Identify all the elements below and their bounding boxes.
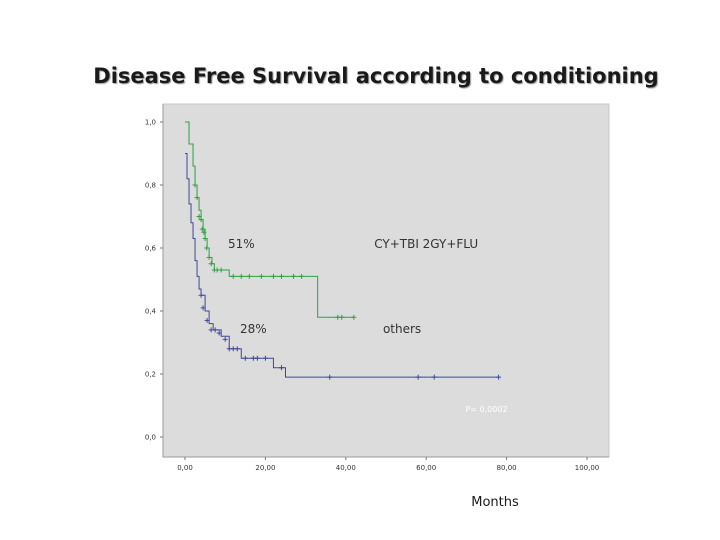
censor-mark bbox=[201, 229, 207, 235]
censor-mark bbox=[218, 267, 224, 273]
x-tick-label: 0,00 bbox=[177, 464, 193, 472]
censor-mark bbox=[496, 374, 502, 380]
censor-mark bbox=[254, 355, 260, 361]
x-tick-label: 100,00 bbox=[575, 464, 600, 472]
chart-annotation: 28% bbox=[240, 322, 267, 336]
y-tick-label: 0,6 bbox=[145, 245, 157, 253]
censor-mark bbox=[299, 273, 305, 279]
censor-mark bbox=[200, 305, 206, 311]
censor-mark bbox=[234, 346, 240, 352]
censor-mark bbox=[194, 195, 200, 201]
censor-mark bbox=[327, 374, 333, 380]
censor-mark bbox=[351, 314, 357, 320]
censor-mark bbox=[339, 314, 345, 320]
x-tick-label: 20,00 bbox=[255, 464, 275, 472]
censor-mark bbox=[278, 273, 284, 279]
censor-mark bbox=[242, 355, 248, 361]
censor-mark bbox=[199, 226, 205, 232]
y-tick-label: 0,2 bbox=[145, 371, 156, 379]
x-tick-label: 60,00 bbox=[416, 464, 436, 472]
y-ticks: 0,0 0,2 0,4 0,6 0,8 1,0 bbox=[145, 119, 163, 442]
chart-annotation: CY+TBI 2GY+FLU bbox=[374, 237, 478, 251]
x-ticks: 0,00 20,00 40,00 60,00 80,00 100,00 bbox=[177, 457, 599, 472]
censor-mark bbox=[278, 365, 284, 371]
censor-mark bbox=[204, 245, 210, 251]
censor-mark bbox=[230, 273, 236, 279]
series-layer bbox=[185, 121, 502, 380]
censor-mark bbox=[198, 292, 204, 298]
censor-mark bbox=[262, 355, 268, 361]
x-axis-label: Months bbox=[471, 495, 519, 510]
censor-mark bbox=[216, 330, 222, 336]
censor-mark bbox=[206, 254, 212, 260]
censor-mark bbox=[291, 273, 297, 279]
censor-mark bbox=[258, 273, 264, 279]
x-tick-label: 40,00 bbox=[336, 464, 356, 472]
censor-mark bbox=[208, 261, 214, 267]
censor-mark bbox=[431, 374, 437, 380]
censor-mark bbox=[212, 327, 218, 333]
x-tick-label: 80,00 bbox=[497, 464, 517, 472]
plot-background bbox=[163, 104, 609, 457]
censor-mark bbox=[222, 336, 228, 342]
y-tick-label: 0,0 bbox=[145, 434, 156, 442]
censor-mark bbox=[192, 182, 198, 188]
annotations: 51% CY+TBI 2GY+FLU 28% others P= 0,0002 bbox=[228, 237, 508, 414]
censor-mark bbox=[202, 236, 208, 242]
slide-title: Disease Free Survival according to condi… bbox=[93, 64, 659, 88]
y-tick-label: 1,0 bbox=[145, 119, 156, 127]
y-tick-label: 0,4 bbox=[145, 308, 157, 316]
censor-mark bbox=[196, 214, 202, 219]
chart-annotation: 51% bbox=[228, 237, 255, 251]
chart-annotation: others bbox=[383, 322, 421, 336]
p-value-annotation: P= 0,0002 bbox=[465, 405, 507, 414]
censor-mark bbox=[238, 273, 244, 279]
censor-mark bbox=[204, 317, 210, 323]
censor-mark bbox=[270, 273, 276, 279]
censor-mark bbox=[415, 374, 421, 380]
censor-mark bbox=[246, 273, 252, 279]
y-tick-label: 0,8 bbox=[145, 182, 156, 190]
censor-mark bbox=[198, 217, 204, 223]
